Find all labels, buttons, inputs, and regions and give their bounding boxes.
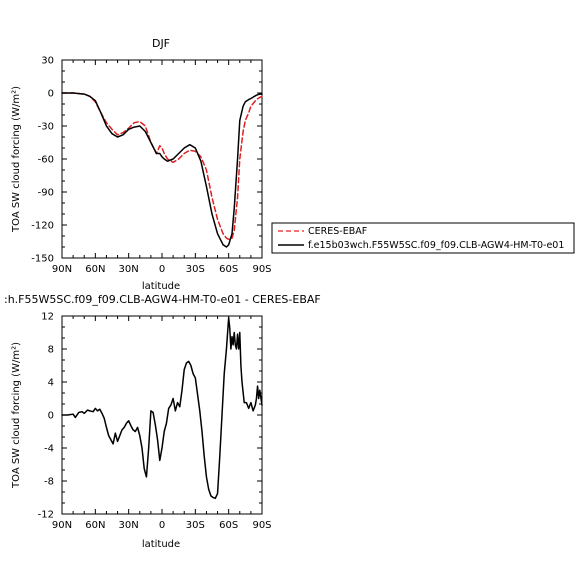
bottom-panel: :h.F55W5SC.f09_f09.CLB-AGW4-HM-T0-e01 - … — [4, 293, 321, 550]
legend-label-model: f.e15b03wch.F55W5SC.f09_f09.CLB-AGW4-HM-… — [308, 240, 564, 251]
top-y-tick-label: -120 — [31, 221, 54, 232]
top-series-line-0 — [61, 92, 263, 241]
top-y-tick-label: 30 — [41, 56, 54, 67]
top-y-tick-label: 0 — [48, 89, 54, 100]
bottom-y-axis-label: TOA SW cloud forcing (W/m²) — [11, 342, 22, 489]
bottom-x-tick-label: 60S — [219, 520, 238, 531]
bottom-x-tick-label: 30S — [186, 520, 205, 531]
top-y-axis-label: TOA SW cloud forcing (W/m²) — [11, 86, 22, 233]
top-x-tick-label: 60N — [85, 264, 105, 275]
top-y-tick-label: -30 — [38, 122, 54, 133]
bottom-x-axis-label: latitude — [142, 539, 180, 550]
legend-box — [271, 222, 575, 254]
bottom-y-tick-label: 0 — [48, 411, 54, 422]
top-x-tick-label: 60S — [219, 264, 238, 275]
top-panel: DJF 30 0 -30 -60 -90 -120 -150 90N 60N 30N 0 30S 60… — [11, 37, 272, 292]
bottom-y-tick-label: 12 — [41, 312, 54, 323]
top-x-tick-label: 30S — [186, 264, 205, 275]
top-x-ticks: 90N 60N 30N 0 30S 60S 90S — [52, 60, 272, 275]
bottom-x-tick-label: 90S — [252, 520, 271, 531]
top-series-line-1 — [61, 92, 263, 248]
top-series-group — [61, 92, 263, 248]
bottom-x-tick-label: 60N — [85, 520, 105, 531]
top-y-ticks: 30 0 -30 -60 -90 -120 -150 — [31, 56, 262, 265]
bottom-x-tick-label: 0 — [159, 520, 165, 531]
legend-label-ceres: CERES-EBAF — [308, 226, 367, 237]
bottom-y-tick-label: 8 — [48, 345, 54, 356]
bottom-x-ticks: 90N 60N 30N 0 30S 60S 90S — [52, 316, 272, 531]
bottom-y-tick-label: 4 — [48, 378, 54, 389]
top-y-tick-label: -150 — [31, 254, 54, 265]
bottom-y-tick-label: -8 — [44, 477, 54, 488]
top-x-axis-label: latitude — [142, 281, 180, 292]
bottom-series-group — [61, 316, 263, 500]
bottom-plot-frame — [61, 315, 263, 515]
bottom-series-line-0 — [61, 316, 263, 500]
bottom-x-tick-label: 90N — [52, 520, 72, 531]
top-x-tick-label: 30N — [119, 264, 139, 275]
legend: CERES-EBAF f.e15b03wch.F55W5SC.f09_f09.C… — [271, 222, 575, 254]
bottom-y-ticks: 12 8 4 0 -4 -8 -12 — [38, 312, 262, 521]
top-x-tick-label: 90N — [52, 264, 72, 275]
bottom-x-tick-label: 30N — [119, 520, 139, 531]
bottom-chart-title: :h.F55W5SC.f09_f09.CLB-AGW4-HM-T0-e01 - … — [4, 293, 321, 306]
top-x-tick-label: 0 — [159, 264, 165, 275]
top-x-tick-label: 90S — [252, 264, 271, 275]
top-chart-title: DJF — [152, 37, 170, 50]
top-y-tick-label: -90 — [38, 188, 54, 199]
bottom-y-tick-label: -4 — [44, 444, 54, 455]
bottom-y-tick-label: -12 — [38, 510, 54, 521]
top-y-tick-label: -60 — [38, 155, 54, 166]
